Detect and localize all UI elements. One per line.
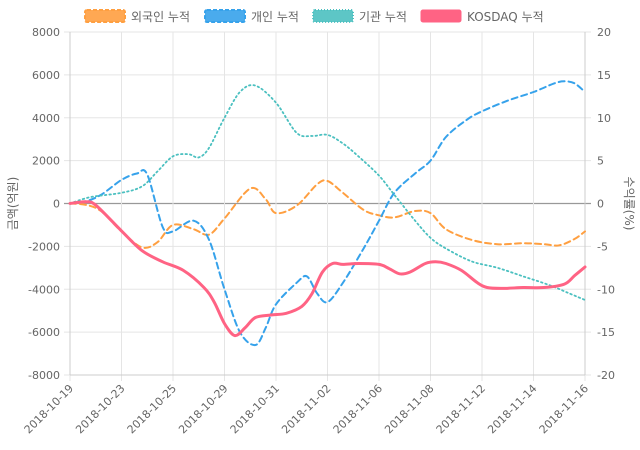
legend-swatch bbox=[204, 9, 246, 23]
x-tick-label: 2018-11-12 bbox=[434, 382, 488, 436]
x-tick-label: 2018-11-14 bbox=[485, 382, 539, 436]
chart-legend: 외국인 누적 개인 누적 기관 누적 KOSDAQ 누적 bbox=[84, 9, 544, 24]
x-tick-label: 2018-10-31 bbox=[228, 382, 282, 436]
y-left-tick-label: 6000 bbox=[32, 69, 60, 82]
x-tick-label: 2018-10-23 bbox=[73, 382, 127, 436]
series-line-개인-누적 bbox=[69, 80, 586, 347]
legend-swatch bbox=[312, 9, 354, 23]
legend-label: 개인 누적 bbox=[251, 10, 299, 24]
x-tick-label: 2018-11-06 bbox=[331, 382, 385, 436]
y-right-axis-title: 수익률(%) bbox=[622, 177, 636, 231]
y-right-tick-label: 10 bbox=[597, 112, 611, 125]
series-line-기관-누적 bbox=[69, 84, 586, 301]
y-left-tick-label: -8000 bbox=[28, 369, 60, 382]
x-tick-label: 2018-10-29 bbox=[176, 382, 230, 436]
y-left-tick-label: -6000 bbox=[28, 326, 60, 339]
legend-swatch bbox=[84, 9, 126, 23]
chart-axes: 80006000400020000-2000-4000-6000-8000201… bbox=[6, 26, 636, 436]
legend-label: 외국인 누적 bbox=[131, 10, 190, 24]
x-tick-label: 2018-11-16 bbox=[537, 382, 591, 436]
series-line-KOSDAQ-누적 bbox=[68, 200, 587, 338]
y-left-axis-title: 금액(억원) bbox=[6, 177, 20, 231]
x-tick-label: 2018-10-25 bbox=[125, 382, 179, 436]
series-line-외국인-누적 bbox=[69, 179, 586, 249]
y-right-tick-label: -10 bbox=[597, 283, 615, 296]
y-right-tick-label: 5 bbox=[597, 155, 604, 168]
y-left-tick-label: 2000 bbox=[32, 155, 60, 168]
y-right-tick-label: 20 bbox=[597, 26, 611, 39]
legend-label: KOSDAQ 누적 bbox=[467, 10, 544, 24]
x-tick-label: 2018-10-19 bbox=[22, 382, 76, 436]
chart-series bbox=[68, 80, 587, 347]
y-left-tick-label: -2000 bbox=[28, 240, 60, 253]
x-tick-label: 2018-11-02 bbox=[279, 382, 333, 436]
legend-label: 기관 누적 bbox=[359, 10, 407, 24]
chart-grid bbox=[64, 31, 591, 381]
y-left-tick-label: -4000 bbox=[28, 283, 60, 296]
y-right-tick-label: -20 bbox=[597, 369, 615, 382]
y-right-tick-label: -15 bbox=[597, 326, 615, 339]
legend-swatch bbox=[420, 9, 462, 23]
y-right-tick-label: -5 bbox=[597, 240, 608, 253]
y-left-tick-label: 8000 bbox=[32, 26, 60, 39]
y-right-tick-label: 15 bbox=[597, 69, 611, 82]
y-right-tick-label: 0 bbox=[597, 198, 604, 211]
x-tick-label: 2018-11-08 bbox=[382, 382, 436, 436]
y-left-tick-label: 0 bbox=[53, 198, 60, 211]
y-left-tick-label: 4000 bbox=[32, 112, 60, 125]
